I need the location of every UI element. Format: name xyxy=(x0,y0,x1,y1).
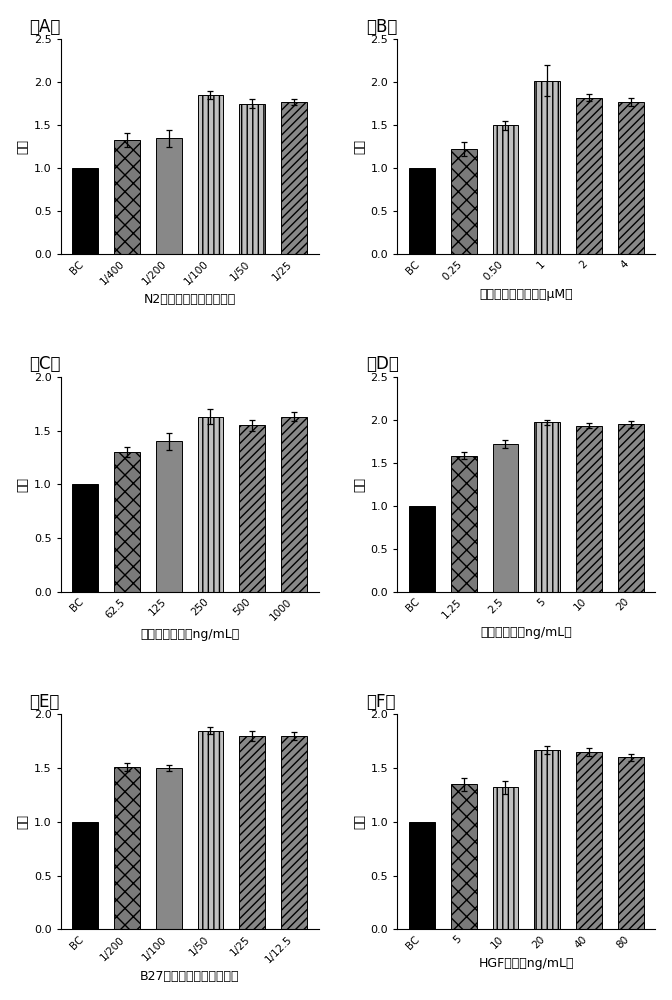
Bar xyxy=(493,125,518,254)
Bar xyxy=(73,822,98,929)
X-axis label: 胰岛素浓度（ng/mL）: 胰岛素浓度（ng/mL） xyxy=(480,626,572,639)
Text: （A）: （A） xyxy=(30,18,61,36)
Bar xyxy=(198,731,223,929)
Bar xyxy=(451,456,476,592)
Bar xyxy=(156,138,181,254)
Bar xyxy=(281,736,307,929)
X-axis label: HGF浓度（ng/mL）: HGF浓度（ng/mL） xyxy=(478,957,574,970)
Bar xyxy=(576,752,602,929)
Bar xyxy=(576,98,602,254)
X-axis label: 谷氨酰胺浓度（ng/mL）: 谷氨酰胺浓度（ng/mL） xyxy=(140,628,239,641)
X-axis label: N2添加剂浓度（体积比）: N2添加剂浓度（体积比） xyxy=(144,293,236,306)
Text: （F）: （F） xyxy=(366,693,396,711)
Bar xyxy=(73,484,98,592)
Bar xyxy=(239,425,265,592)
Bar xyxy=(409,168,435,254)
Bar xyxy=(114,140,140,254)
Bar xyxy=(534,750,560,929)
Text: （E）: （E） xyxy=(30,693,60,711)
Bar xyxy=(409,506,435,592)
Bar xyxy=(114,452,140,592)
X-axis label: B27添加剂浓度（体积比）: B27添加剂浓度（体积比） xyxy=(140,970,239,983)
Bar xyxy=(618,757,644,929)
Text: （B）: （B） xyxy=(366,18,398,36)
Bar xyxy=(114,767,140,929)
Text: （C）: （C） xyxy=(30,355,61,373)
Bar xyxy=(281,102,307,254)
Text: （D）: （D） xyxy=(366,355,399,373)
Y-axis label: 比值: 比值 xyxy=(353,477,366,492)
Bar xyxy=(534,81,560,254)
Bar xyxy=(156,441,181,592)
X-axis label: 非必需氨基酸浓度（μM）: 非必需氨基酸浓度（μM） xyxy=(480,288,573,301)
Bar xyxy=(281,417,307,592)
Bar xyxy=(534,422,560,592)
Bar xyxy=(618,424,644,592)
Bar xyxy=(409,822,435,929)
Y-axis label: 比值: 比值 xyxy=(353,139,366,154)
Bar xyxy=(618,102,644,254)
Y-axis label: 比值: 比值 xyxy=(17,814,30,829)
Bar xyxy=(156,768,181,929)
Bar xyxy=(576,426,602,592)
Bar xyxy=(493,444,518,592)
Bar xyxy=(493,787,518,929)
Y-axis label: 比值: 比值 xyxy=(17,477,30,492)
Bar xyxy=(239,736,265,929)
Bar xyxy=(198,95,223,254)
Bar xyxy=(198,417,223,592)
Y-axis label: 比值: 比值 xyxy=(353,814,366,829)
Bar xyxy=(451,784,476,929)
Bar xyxy=(451,149,476,254)
Bar xyxy=(239,104,265,254)
Y-axis label: 比值: 比值 xyxy=(17,139,30,154)
Bar xyxy=(73,168,98,254)
